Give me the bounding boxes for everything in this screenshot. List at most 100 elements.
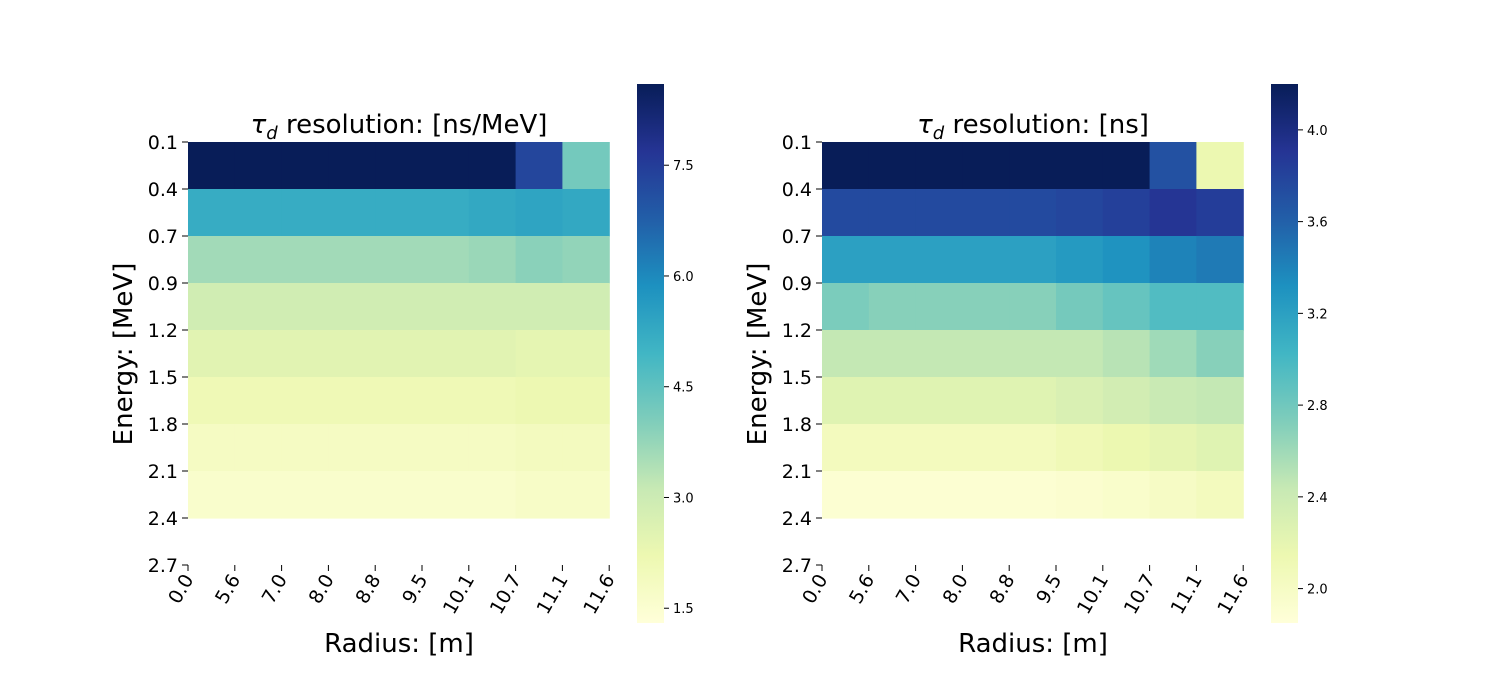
heatmap-cell (188, 283, 236, 331)
heatmap-cell (188, 189, 236, 237)
heatmap-cell (188, 471, 236, 519)
heatmap-cell (468, 424, 517, 472)
heatmap-cell (468, 377, 517, 425)
y-tick-label: 0.7 (148, 226, 178, 248)
heatmap-cell (868, 142, 917, 190)
heatmap-cell (1102, 236, 1151, 284)
colorbar-tick-label: 6.0 (673, 270, 694, 285)
heatmap-cell (1149, 142, 1197, 190)
heatmap-cell (328, 283, 376, 331)
x-tick-label: 8.8 (985, 571, 1019, 608)
heatmap-cell (1056, 377, 1104, 425)
heatmap-cell (915, 377, 963, 425)
heatmap-cell (962, 283, 1010, 331)
heatmap-cell (562, 283, 610, 331)
heatmap-cell (188, 330, 236, 378)
heatmap-cell (1009, 330, 1057, 378)
x-tick-label: 5.6 (211, 571, 245, 608)
heatmap-cell (234, 283, 283, 331)
heatmap-cell (962, 330, 1010, 378)
colorbar-tick-label: 3.0 (673, 491, 694, 506)
heatmap-cell (1009, 236, 1057, 284)
heatmap-cell (822, 330, 870, 378)
x-tick-label: 11.6 (579, 571, 619, 619)
heatmap-cell (1102, 283, 1151, 331)
y-tick-label: 2.7 (782, 555, 812, 577)
heatmap-cell (915, 283, 963, 331)
heatmap-cell (1056, 236, 1104, 284)
x-axis-right: 0.0 5.6 7.0 8.0 8.8 9.5 10.1 10.7 11.1 11.6 (798, 565, 1254, 619)
heatmap-cell (1149, 283, 1197, 331)
x-tick-label: 10.1 (1073, 571, 1113, 619)
heatmap-cell (422, 377, 470, 425)
heatmap-cell (1196, 142, 1244, 190)
heatmap-cell (562, 377, 610, 425)
colorbar-right (1271, 84, 1298, 623)
heatmap-cell (1149, 330, 1197, 378)
colorbar-tick-label: 2.4 (1307, 491, 1328, 506)
heatmap-cell (375, 283, 423, 331)
heatmap-cell (468, 330, 517, 378)
heatmap-cell (562, 471, 610, 519)
colorbar-tick-label: 7.5 (673, 159, 694, 174)
y-tick-label: 1.5 (148, 367, 178, 389)
heatmap-cell (868, 330, 917, 378)
heatmap-cell (328, 424, 376, 472)
heatmap-cell (1009, 142, 1057, 190)
y-tick-label: 0.1 (148, 132, 178, 154)
y-tick-label: 1.8 (148, 414, 178, 436)
title-text-right: resolution: [ns] (944, 110, 1149, 140)
heatmap-cell (1102, 471, 1151, 519)
heatmap-cell (515, 142, 563, 190)
y-tick-label: 0.9 (782, 273, 812, 295)
title-subscript-right: d (933, 123, 945, 144)
heatmap-cell (822, 424, 870, 472)
heatmap-cell (468, 142, 517, 190)
heatmap-cell (868, 471, 917, 519)
colorbar-tick-label: 3.6 (1307, 216, 1328, 231)
colorbar-tick-label: 1.5 (673, 602, 694, 617)
y-tick-label: 2.4 (782, 508, 812, 530)
heatmap-cell (1102, 424, 1151, 472)
heatmap-cell (822, 189, 870, 237)
heatmap-cell (1056, 283, 1104, 331)
heatmap-cell (868, 424, 917, 472)
heatmap-cell (915, 189, 963, 237)
y-tick-label: 1.8 (782, 414, 812, 436)
heatmap-cell (822, 142, 870, 190)
heatmap-cell (281, 236, 329, 284)
y-axis-label-right: Energy: [MeV] (743, 263, 773, 446)
x-tick-label: 8.8 (351, 571, 385, 608)
colorbar-left (637, 84, 664, 623)
heatmap-cell (1196, 283, 1244, 331)
heatmap-cell (1196, 377, 1244, 425)
heatmap-panel-right: τd resolution: [ns] 0.1 0.4 0.7 0.9 1.2 1.5 1.… (743, 84, 1328, 659)
heatmap-cell (328, 236, 376, 284)
heatmap-cell (468, 236, 517, 284)
heatmap-cell (1149, 236, 1197, 284)
heatmap-cell (962, 377, 1010, 425)
heatmap-cell (422, 236, 470, 284)
heatmap-cell (962, 236, 1010, 284)
heatmap-cell (328, 377, 376, 425)
y-tick-label: 0.9 (148, 273, 178, 295)
heatmap-cell (868, 377, 917, 425)
heatmap-cell (822, 471, 870, 519)
heatmap-cell (234, 330, 283, 378)
heatmap-cell (1196, 424, 1244, 472)
x-tick-label: 9.5 (1032, 571, 1066, 608)
x-tick-label: 8.0 (939, 571, 973, 608)
y-tick-label: 0.4 (782, 179, 812, 201)
heatmap-cell (562, 236, 610, 284)
heatmap-cell (562, 142, 610, 190)
heatmap-cell (1009, 424, 1057, 472)
heatmap-cell (188, 142, 236, 190)
heatmap-cell (515, 283, 563, 331)
chart-title-right: τd resolution: [ns] (917, 110, 1149, 144)
x-tick-label: 10.7 (1120, 571, 1160, 619)
title-symbol-left: τ (251, 110, 267, 140)
heatmap-cell (1102, 330, 1151, 378)
heatmap-cell (515, 236, 563, 284)
colorbar-tick-label: 2.8 (1307, 399, 1328, 414)
heatmap-cell (822, 283, 870, 331)
